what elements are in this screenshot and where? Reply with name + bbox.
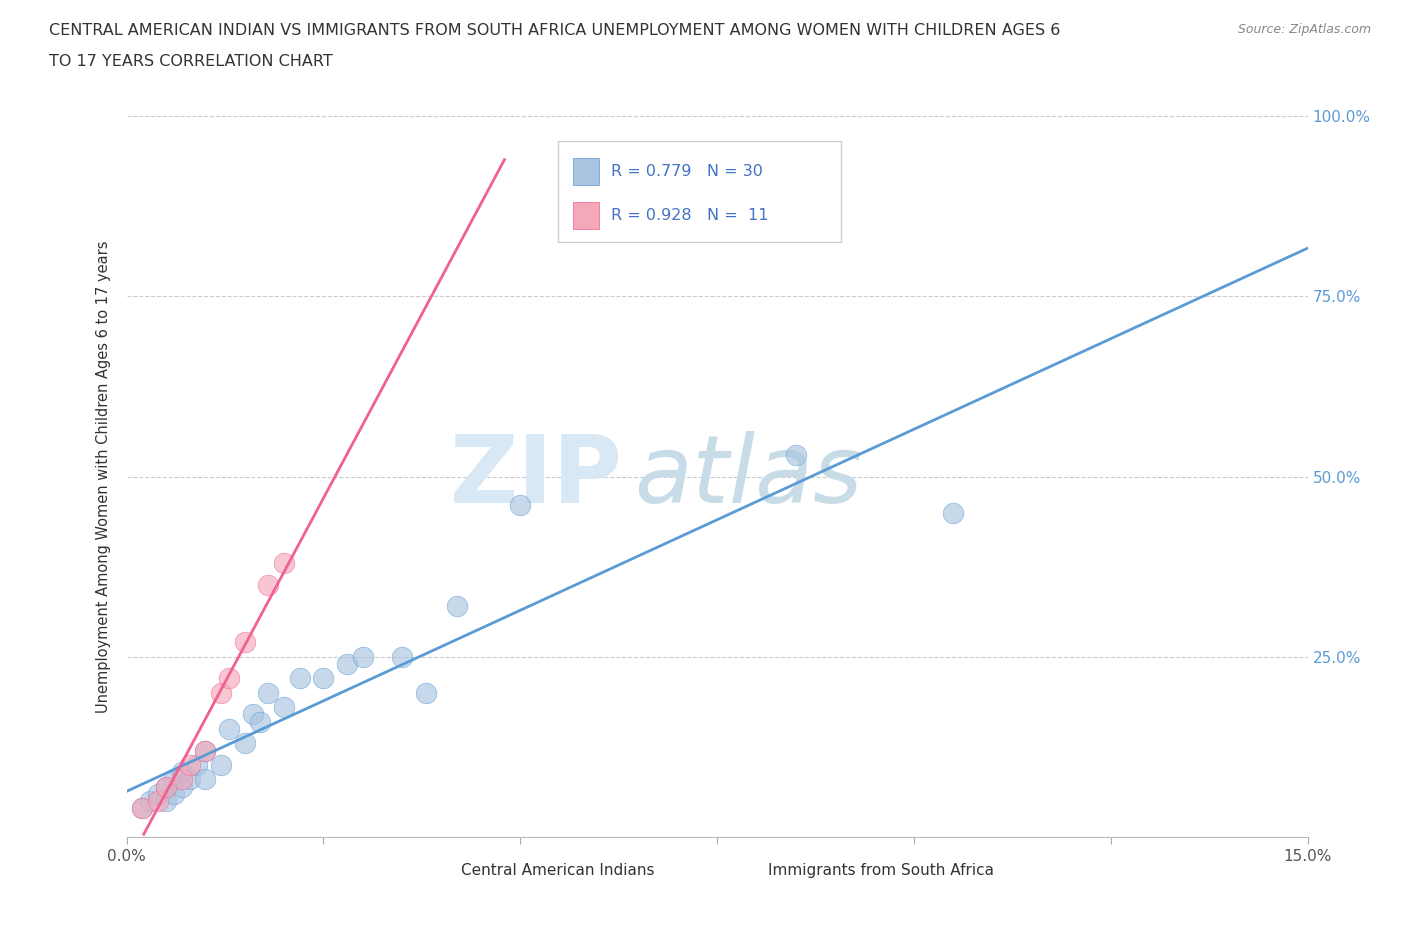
Point [273,556,295,571]
Point [415,685,437,700]
Point [391,649,413,664]
Point [146,793,169,808]
Point [155,779,177,794]
Point [209,685,232,700]
Point [146,787,169,802]
Point [155,793,177,808]
Point [163,772,186,787]
Text: R = 0.928   N =  11: R = 0.928 N = 11 [610,208,768,223]
Point [336,657,359,671]
Bar [735,858,761,882]
FancyBboxPatch shape [558,141,841,243]
Y-axis label: Unemployment Among Women with Children Ages 6 to 17 years: Unemployment Among Women with Children A… [96,240,111,713]
Point [170,772,193,787]
Point [170,764,193,779]
Point [155,779,177,794]
Text: Immigrants from South Africa: Immigrants from South Africa [768,863,994,878]
Point [242,707,264,722]
Text: ZIP: ZIP [450,431,623,523]
Point [194,743,217,758]
Point [273,700,295,715]
Point [186,757,208,772]
Point [170,779,193,794]
Text: R = 0.779   N = 30: R = 0.779 N = 30 [610,165,762,179]
Point [509,498,531,513]
Text: Source: ZipAtlas.com: Source: ZipAtlas.com [1237,23,1371,36]
Point [179,757,201,772]
Point [233,736,256,751]
Point [163,787,186,802]
Point [209,757,232,772]
Point [131,801,153,816]
Point [288,671,311,686]
Text: CENTRAL AMERICAN INDIAN VS IMMIGRANTS FROM SOUTH AFRICA UNEMPLOYMENT AMONG WOMEN: CENTRAL AMERICAN INDIAN VS IMMIGRANTS FR… [49,23,1060,38]
Point [785,447,807,462]
Point [131,801,153,816]
Bar [574,202,599,230]
Point [446,599,468,614]
Point [312,671,335,686]
Point [942,505,965,520]
Point [352,649,374,664]
Point [179,772,201,787]
Point [139,793,162,808]
Point [257,685,280,700]
Text: TO 17 YEARS CORRELATION CHART: TO 17 YEARS CORRELATION CHART [49,54,333,69]
Point [249,714,271,729]
Bar [574,158,599,185]
Text: Central American Indians: Central American Indians [461,863,654,878]
Point [218,722,240,737]
Point [194,743,217,758]
Point [233,635,256,650]
Bar [427,858,454,882]
Point [257,578,280,592]
Point [194,772,217,787]
Text: atlas: atlas [634,432,863,522]
Point [218,671,240,686]
